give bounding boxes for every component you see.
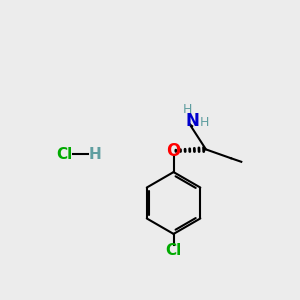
Text: O: O [166, 142, 180, 160]
Text: H: H [88, 147, 101, 162]
Text: H: H [200, 116, 209, 129]
Text: H: H [183, 103, 192, 116]
Text: Cl: Cl [165, 243, 182, 258]
Text: Cl: Cl [56, 147, 73, 162]
Text: N: N [185, 112, 199, 130]
